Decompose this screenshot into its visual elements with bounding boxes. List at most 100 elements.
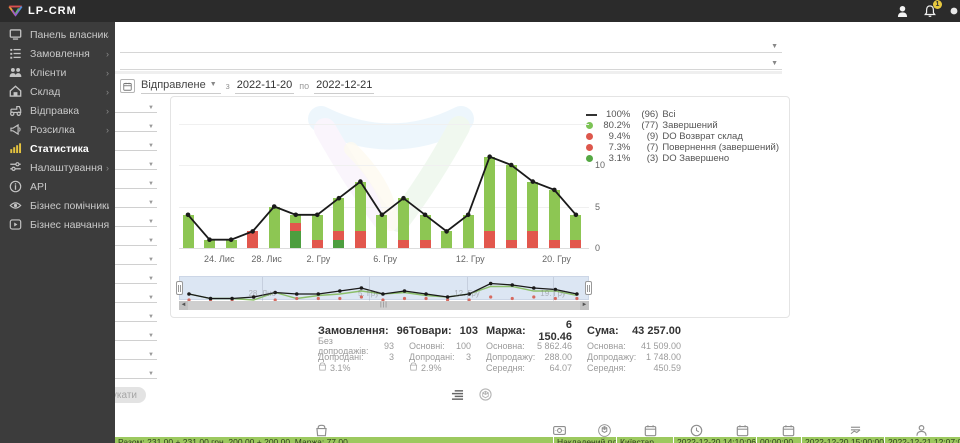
navigator-left-handle[interactable] <box>176 281 183 295</box>
date-from-input[interactable]: 2022-11-20 <box>234 79 295 94</box>
left-filter-select-8[interactable]: ▼ <box>115 232 157 246</box>
sidebar-item-assistants[interactable]: Бізнес помічники <box>0 196 115 215</box>
calendar-icon[interactable] <box>120 79 135 93</box>
legend-item[interactable]: 7.3% (7) Повернення (завершений) <box>586 142 779 153</box>
bar-segment-green <box>441 231 453 248</box>
calendar-icon[interactable] <box>782 424 795 442</box>
dot-marker-icon <box>586 133 594 140</box>
report-icon[interactable] <box>849 424 862 442</box>
left-filter-select-14[interactable]: ▼ <box>115 346 157 360</box>
legend-label: DO Завершено <box>662 153 730 164</box>
bar-segment-red <box>333 231 345 240</box>
left-filter-select-6[interactable]: ▼ <box>115 194 157 208</box>
left-filter-select-3[interactable]: ▼ <box>115 137 157 151</box>
x-axis <box>179 248 589 249</box>
date-type-select[interactable]: Відправлене ▼ <box>141 79 221 94</box>
gift-icon[interactable] <box>598 424 611 442</box>
legend-item[interactable]: 100% (96) Всі <box>586 109 779 120</box>
stat-head-value: 96 <box>396 325 409 337</box>
sidebar-item-api[interactable]: API <box>0 177 115 196</box>
legend-count: (7) <box>646 142 659 153</box>
user-icon[interactable] <box>894 3 910 19</box>
sidebar-item-dashboard[interactable]: Панель власника <box>0 25 115 44</box>
left-filter-select-5[interactable]: ▼ <box>115 175 157 189</box>
bar-segment-green <box>290 214 302 224</box>
left-filter-select-10[interactable]: ▼ <box>115 270 157 284</box>
filter-select-2[interactable]: ▼ <box>120 55 782 70</box>
navigator-gridline <box>262 277 263 301</box>
list-view-icon[interactable] <box>451 388 464 406</box>
legend-item[interactable]: 9.4% (9) DO Возврат склад <box>586 131 779 142</box>
left-filter-select-4[interactable]: ▼ <box>115 156 157 170</box>
left-filter-select-1[interactable]: ▼ <box>115 99 157 113</box>
sidebar-item-training[interactable]: Бізнес навчання <box>0 215 115 234</box>
stat-row-label: Основна: <box>587 340 626 351</box>
left-filter-select-11[interactable]: ▼ <box>115 289 157 303</box>
from-label: з <box>225 81 230 91</box>
person-icon[interactable] <box>915 424 928 442</box>
chevron-right-icon: › <box>106 105 109 116</box>
left-filter-selects: ▼ ▼ ▼ ▼ ▼ ▼ ▼ ▼ ▼ ▼ ▼ ▼ ▼ ▼ ▼ <box>115 99 157 384</box>
legend-label: DO Возврат склад <box>662 131 743 142</box>
clock-icon[interactable] <box>690 424 703 442</box>
avatar-partial-icon[interactable] <box>950 3 958 19</box>
sidebar-item-stats[interactable]: Статистика <box>0 139 115 158</box>
left-filter-select-15[interactable]: ▼ <box>115 365 157 379</box>
bell-icon[interactable]: 1 <box>922 0 942 19</box>
sidebar-item-clients[interactable]: Клієнти › <box>0 63 115 82</box>
sidebar-item-shipping[interactable]: Відправка › <box>0 101 115 120</box>
dashboard-icon <box>9 28 23 41</box>
scrollbar-grip[interactable]: ||| <box>380 302 388 308</box>
sidebar-item-settings[interactable]: Налаштування › <box>0 158 115 177</box>
brand[interactable]: LP-CRM <box>0 5 77 18</box>
training-icon <box>9 218 23 231</box>
bag-icon[interactable] <box>315 424 328 442</box>
date-filter-row: Відправлене ▼ з 2022-11-20 по 2022-12-21 <box>120 78 375 94</box>
bar-segment-green <box>398 198 409 240</box>
stat-column: Замовлення: 96 Без допродажів: 93 Допродані:… <box>318 324 409 373</box>
date-to-input[interactable]: 2022-12-21 <box>314 79 375 94</box>
assistants-icon <box>9 199 23 212</box>
x-tick-label: 24. Лис <box>204 254 235 264</box>
stat-row-label: Допродажу: <box>587 351 637 362</box>
sidebar-item-broadcast[interactable]: Розсилка › <box>0 120 115 139</box>
left-filter-select-12[interactable]: ▼ <box>115 308 157 322</box>
chart-plot: 24. Лис 28. Лис 2. Гру 6. Гру 12. Гру 20. Гру <box>179 101 589 264</box>
chart-navigator[interactable]: 28. Лис 5. Гру 12. Гру 19. Гру <box>176 276 592 302</box>
calendar-icon[interactable] <box>644 424 657 442</box>
left-filter-select-13[interactable]: ▼ <box>115 327 157 341</box>
broadcast-icon <box>9 123 23 136</box>
left-filter-select-7[interactable]: ▼ <box>115 213 157 227</box>
left-filter-select-9[interactable]: ▼ <box>115 251 157 265</box>
banknote-icon[interactable] <box>553 424 566 442</box>
y-tick-label: 5 <box>595 201 601 212</box>
bar-segment-green <box>484 156 496 232</box>
filter-select-1[interactable]: ▼ <box>120 38 782 53</box>
navigator-right-handle[interactable] <box>585 281 592 295</box>
chevron-down-icon: ▼ <box>148 143 154 149</box>
calendar-icon[interactable] <box>736 424 749 442</box>
sidebar-item-label: Бізнес навчання <box>30 218 109 231</box>
sidebar-item-warehouse[interactable]: Склад › <box>0 82 115 101</box>
navigator-scrollbar[interactable]: ◄ ||| ► <box>179 301 589 310</box>
stat-row-label: Без допродажів: <box>318 335 369 356</box>
chevron-down-icon: ▼ <box>148 333 154 339</box>
legend-item[interactable]: 80.2% (77) Завершений <box>586 120 779 131</box>
left-filter-select-2[interactable]: ▼ <box>115 118 157 132</box>
table-row[interactable]: Разом: 231.00 + 231.00 грн, 200.00 + 200… <box>115 437 960 443</box>
stat-head-label: Товари: <box>409 325 452 337</box>
scroll-right-icon[interactable]: ► <box>580 301 589 310</box>
cube-view-icon[interactable] <box>479 388 492 406</box>
bar-segment-red <box>354 231 366 248</box>
scroll-left-icon[interactable]: ◄ <box>179 301 188 310</box>
chevron-right-icon: › <box>106 48 109 59</box>
bar-segment-darkgreen <box>290 231 302 248</box>
navigator-date-label: 12. Гру <box>454 289 480 298</box>
sidebar-item-orders[interactable]: Замовлення › <box>0 44 115 63</box>
date-type-label: Відправлене <box>141 78 206 91</box>
legend-item[interactable]: 3.1% (3) DO Завершено <box>586 153 779 164</box>
bar-segment-green <box>419 214 431 240</box>
chevron-down-icon: ▼ <box>148 124 154 130</box>
bar-segment-green <box>225 239 237 248</box>
stat-head-value: 6 150.46 <box>538 319 572 343</box>
